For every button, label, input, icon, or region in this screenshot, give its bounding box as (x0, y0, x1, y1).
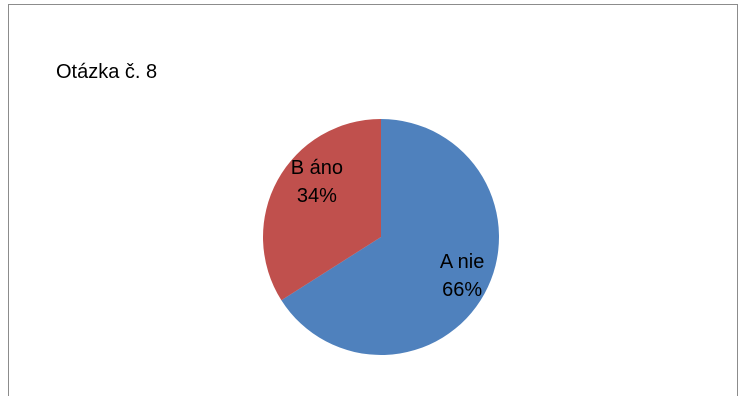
pie-slice-0 (281, 119, 499, 355)
slice-percent-label-1: 34% (297, 185, 337, 207)
slice-percent-label-0: 66% (442, 279, 482, 301)
pie-slices (262, 119, 499, 355)
pie-slice-1 (262, 119, 381, 301)
pie-labels: A nie 66% B áno 34% (291, 157, 485, 301)
slice-name-label-0: A nie (440, 251, 484, 273)
chart-title: Otázka č. 8 (56, 61, 158, 83)
slice-name-label-1: B áno (291, 157, 343, 179)
